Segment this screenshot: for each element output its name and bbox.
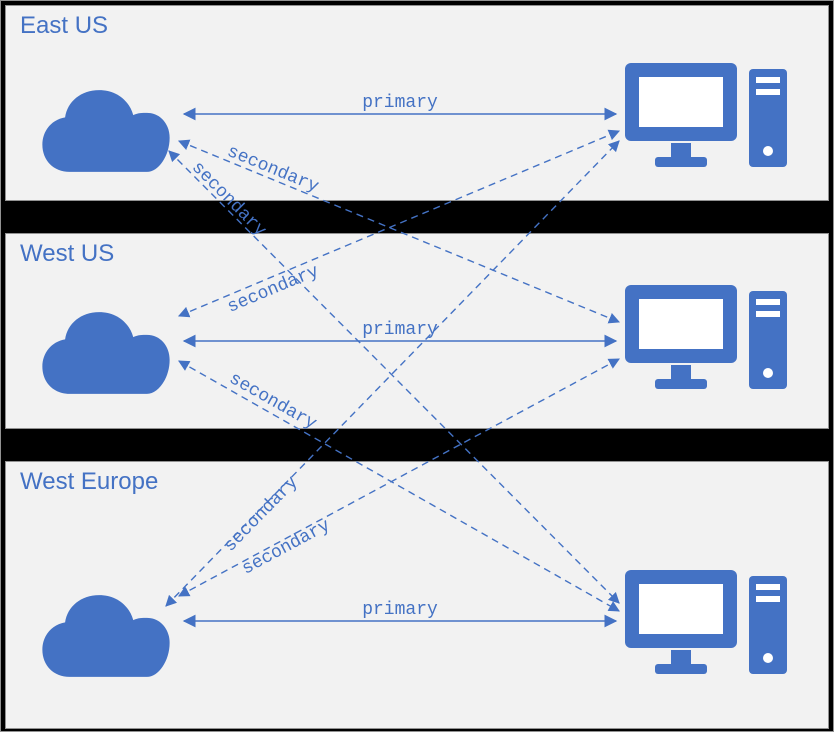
computer-icon xyxy=(621,566,791,681)
cloud-icon xyxy=(31,586,181,686)
region-title-east-us: East US xyxy=(20,12,108,40)
cloud-icon xyxy=(31,303,181,403)
computer-icon xyxy=(621,281,791,396)
computer-icon xyxy=(621,59,791,174)
region-title-west-europe: West Europe xyxy=(20,468,158,496)
region-title-west-us: West US xyxy=(20,240,114,268)
cloud-icon xyxy=(31,81,181,181)
diagram-canvas: East US West US West Europe xyxy=(0,0,834,732)
